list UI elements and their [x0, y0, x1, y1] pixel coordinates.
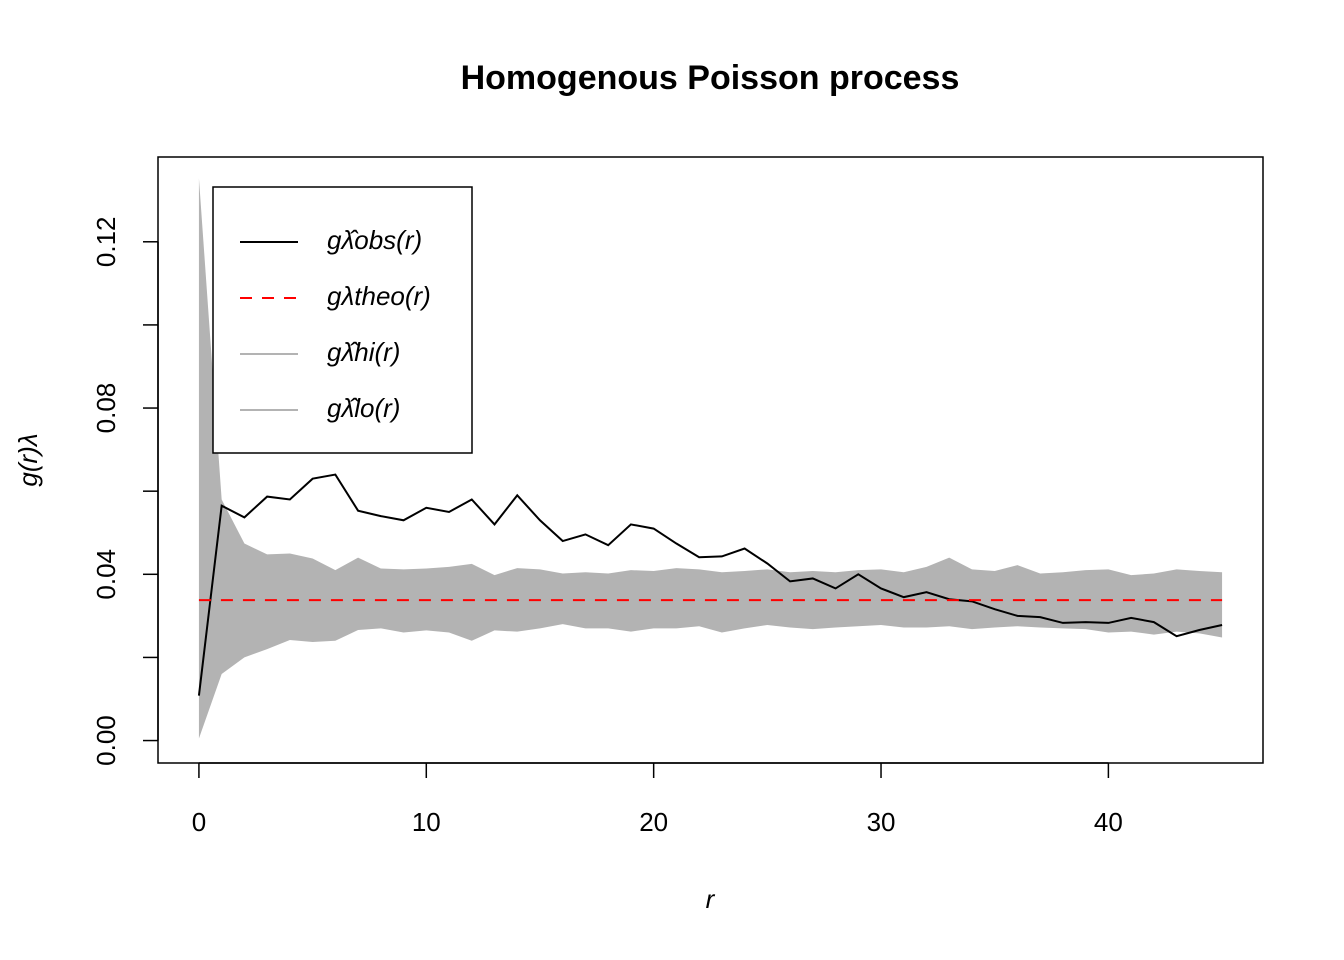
legend-label: gλtheo(r) [327, 281, 431, 311]
legend-box [212, 186, 473, 454]
x-axis-label: r [706, 884, 716, 914]
legend-label: gλ̂hi(r) [327, 337, 400, 367]
envelope-area [198, 178, 1223, 739]
y-tick-label: 0.12 [91, 216, 121, 267]
x-tick-label: 40 [1094, 807, 1123, 837]
y-tick-label: 0.04 [91, 549, 121, 600]
x-tick-label: 20 [639, 807, 668, 837]
x-tick-label: 0 [192, 807, 206, 837]
chart-title: Homogenous Poisson process [461, 59, 960, 97]
x-tick-label: 10 [412, 807, 441, 837]
y-tick-label: 0.08 [91, 383, 121, 434]
x-tick-label: 30 [867, 807, 896, 837]
y-tick-label: 0.00 [91, 715, 121, 766]
legend-label: gλ̂obs(r) [327, 225, 422, 255]
y-axis-label: g(r)λ [13, 433, 43, 486]
series-line [197, 473, 1223, 696]
legend-label: gλ̂lo(r) [327, 393, 400, 423]
